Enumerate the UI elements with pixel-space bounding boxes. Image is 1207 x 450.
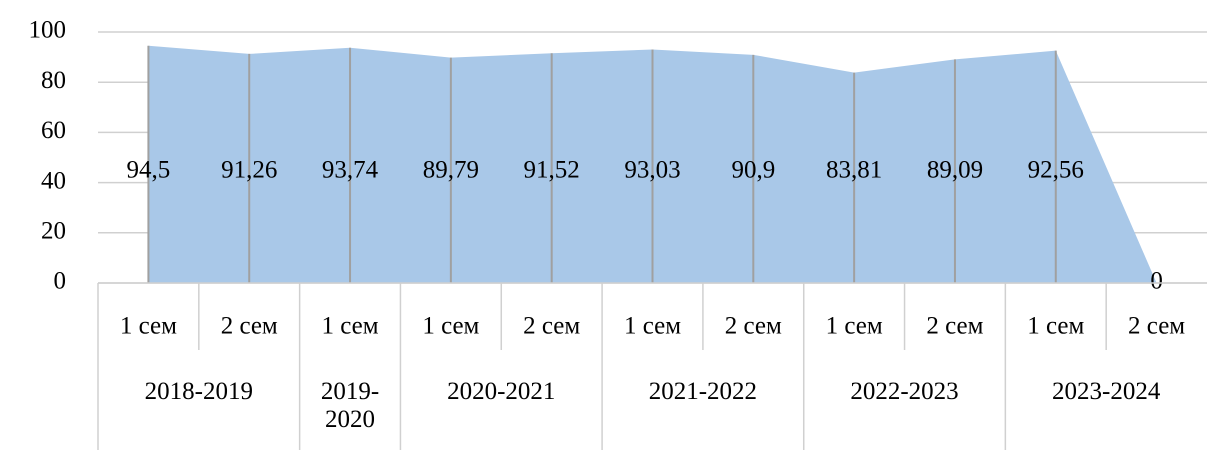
group-label: 2022-2023: [850, 378, 959, 405]
group-label: 2018-2019: [144, 378, 253, 405]
group-label: 2020-2021: [447, 378, 556, 405]
y-tick-label: 0: [54, 268, 67, 295]
data-label: 93,03: [624, 157, 680, 184]
group-label: 2019-2020: [320, 378, 380, 433]
data-label: 83,81: [826, 157, 882, 184]
x-tick-label: 2 сем: [523, 313, 580, 340]
x-tick-label: 2 сем: [1128, 313, 1185, 340]
x-tick-label: 1 сем: [826, 313, 883, 340]
data-label: 93,74: [322, 157, 379, 184]
x-tick-label: 2 сем: [926, 313, 983, 340]
x-tick-label: 1 сем: [422, 313, 479, 340]
y-tick-label: 60: [41, 117, 66, 144]
group-label: 2021-2022: [648, 378, 758, 405]
x-tick-label: 1 сем: [1027, 313, 1084, 340]
group-label: 2023-2024: [1052, 378, 1161, 405]
data-label: 91,52: [524, 157, 580, 184]
x-tick-label: 1 сем: [120, 313, 177, 340]
data-label: 94,5: [127, 157, 171, 184]
y-tick-label: 80: [41, 67, 66, 94]
data-label: 92,56: [1028, 157, 1084, 184]
data-label: 0: [1150, 268, 1163, 295]
x-tick-label: 1 сем: [322, 313, 379, 340]
x-tick-label: 1 сем: [624, 313, 681, 340]
data-label: 89,79: [423, 157, 479, 184]
x-tick-label: 2 сем: [221, 313, 278, 340]
y-tick-label: 20: [41, 218, 66, 245]
data-label: 89,09: [927, 157, 983, 184]
y-tick-label: 40: [41, 167, 66, 194]
y-tick-label: 100: [29, 17, 67, 44]
data-label: 91,26: [221, 157, 277, 184]
x-tick-label: 2 сем: [725, 313, 782, 340]
data-label: 90,9: [731, 157, 775, 184]
